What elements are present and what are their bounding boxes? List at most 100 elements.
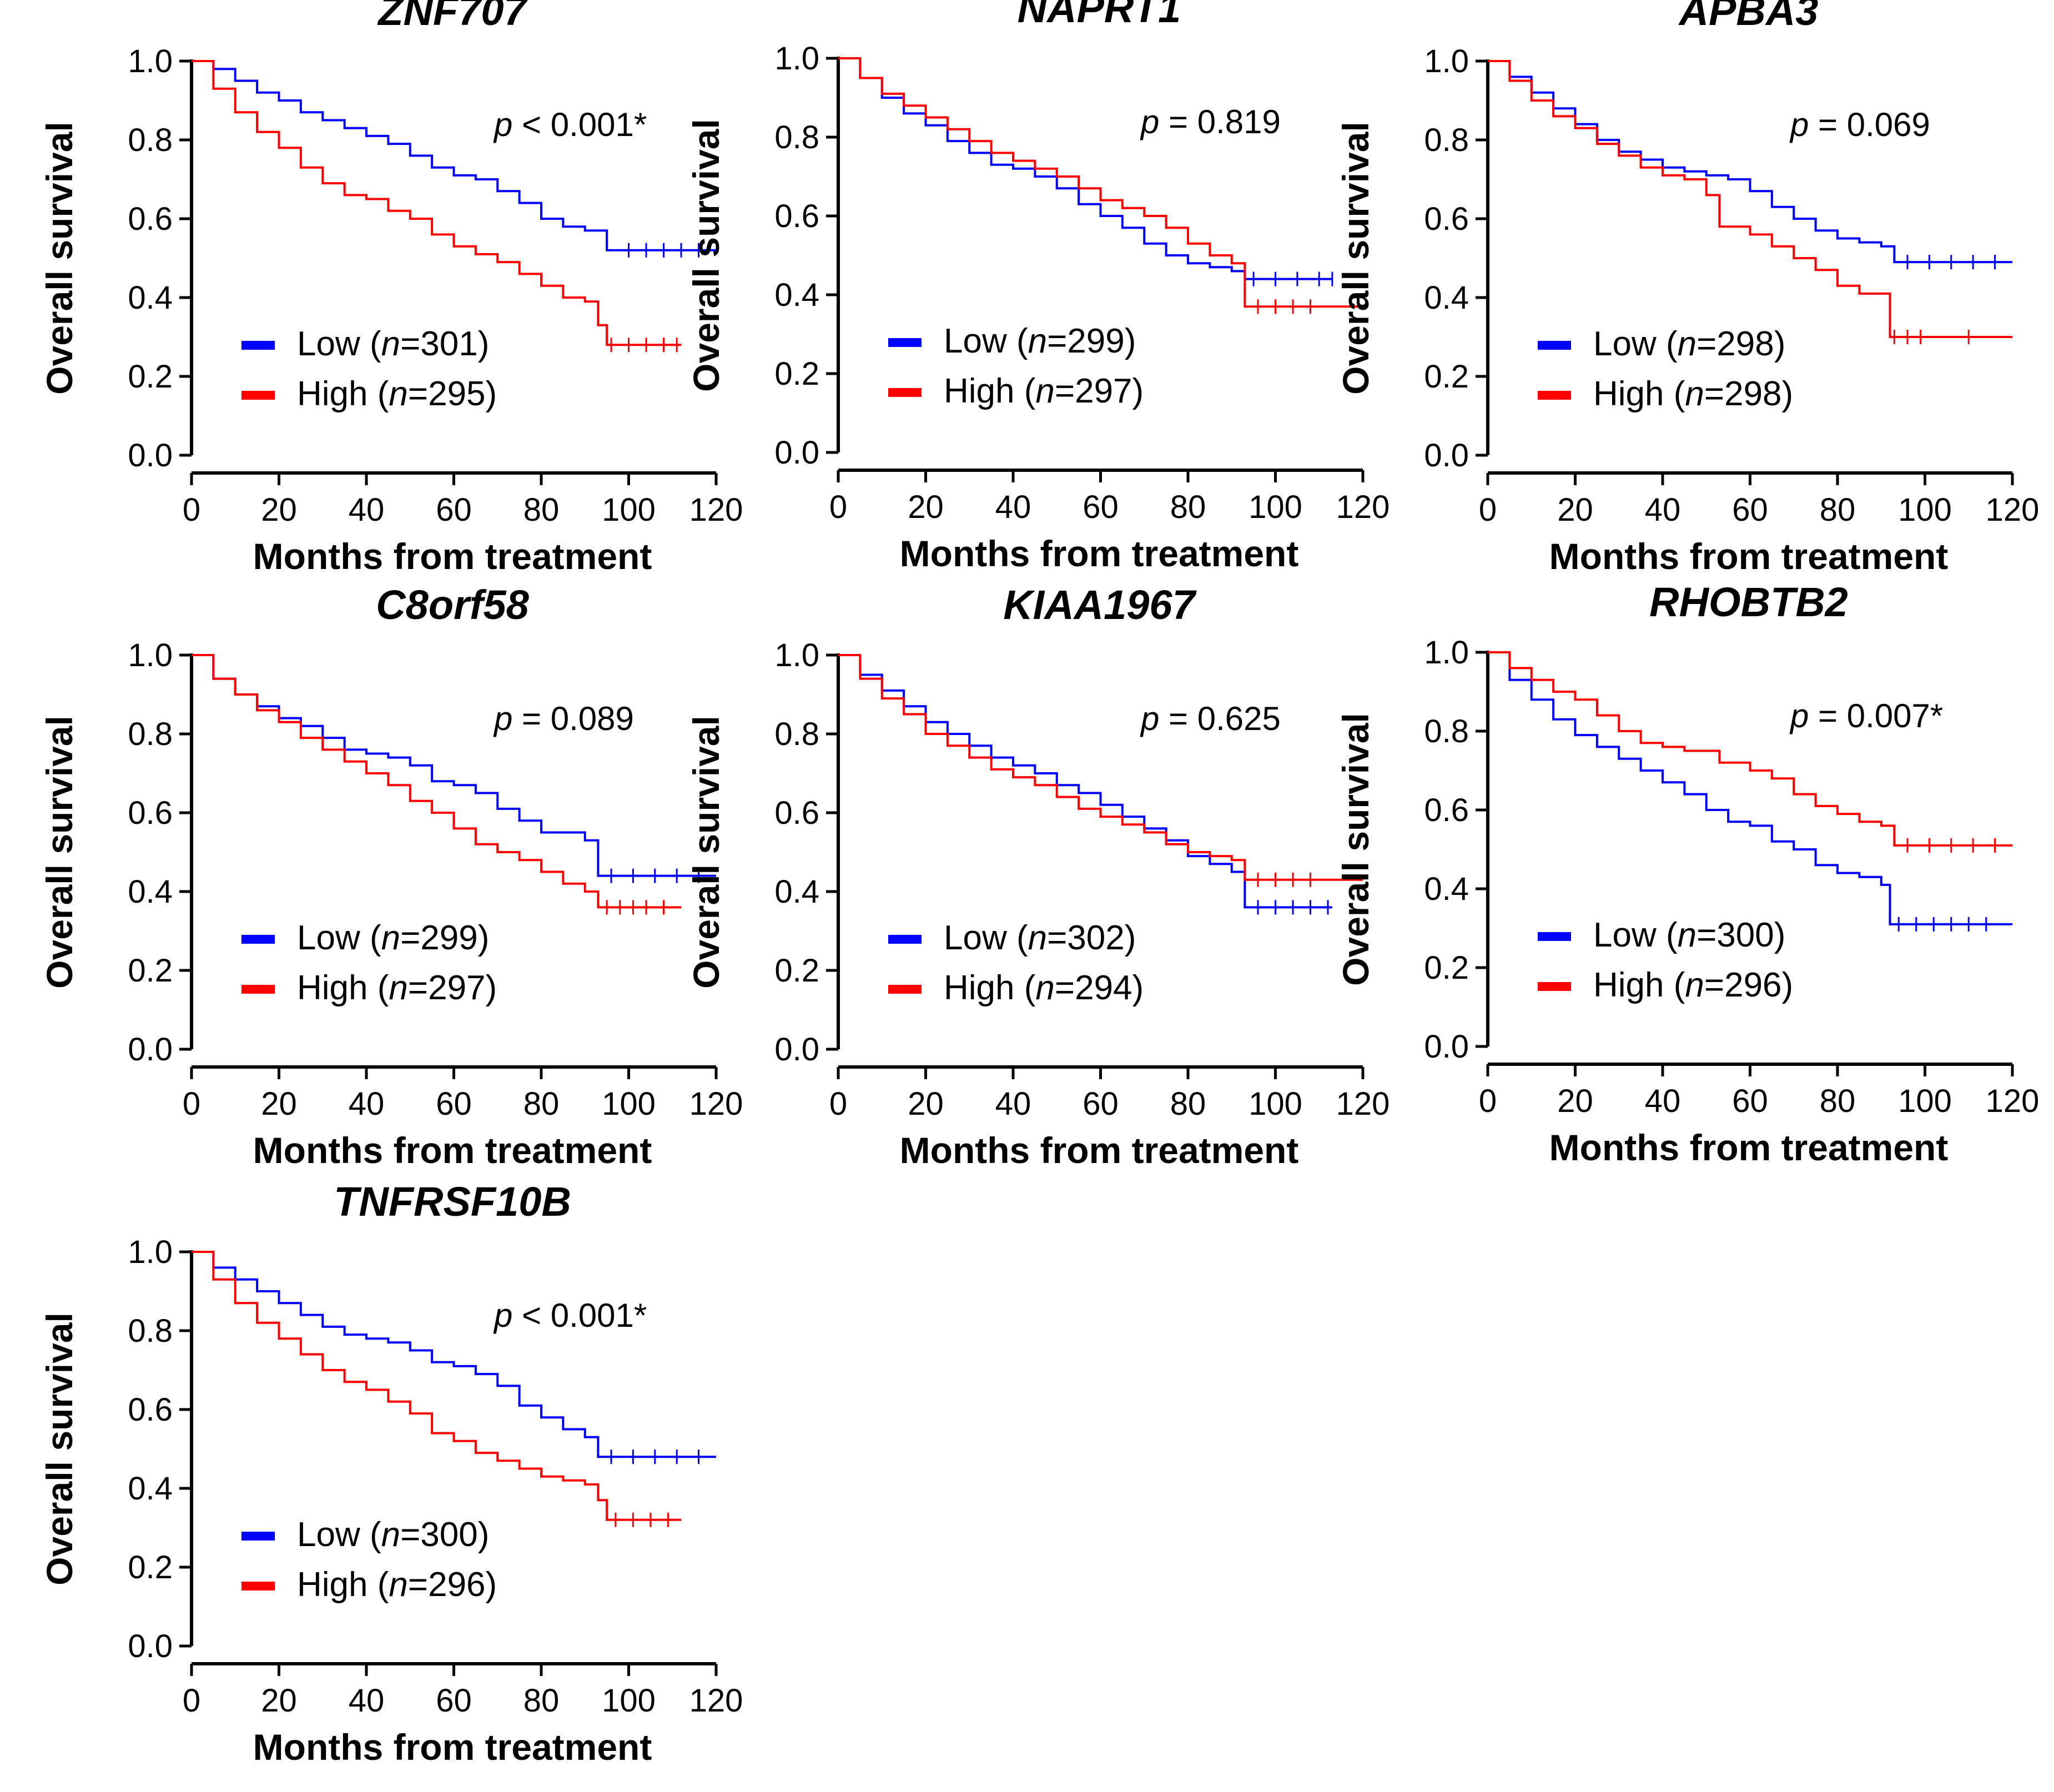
y-tick-label: 0.2 — [128, 953, 173, 989]
x-tick-label: 60 — [1732, 492, 1768, 528]
y-tick-label: 0.6 — [1424, 201, 1469, 237]
p-value-text — [1159, 103, 1169, 140]
y-tick-label: 1.0 — [1424, 635, 1469, 671]
high-survival-curve — [838, 57, 1363, 308]
km-panel-3: C8orf58 0.0 0.2 0.4 0.6 0.8 1.0 0 20 40 60 80 100 120… — [39, 582, 743, 1171]
p-letter: p — [493, 700, 512, 737]
y-tick-label: 0.8 — [128, 1313, 173, 1349]
y-tick-label: 1.0 — [128, 1234, 173, 1270]
y-tick-label: 0.8 — [128, 122, 173, 158]
x-tick-label: 0 — [183, 1683, 200, 1719]
x-tick-label: 40 — [349, 1683, 385, 1719]
high-survival-curve — [192, 654, 681, 909]
y-tick-label: 0.4 — [128, 1471, 173, 1507]
x-tick-label: 40 — [995, 489, 1031, 525]
p-value: p < 0.001* — [493, 1297, 647, 1334]
panel-title: C8orf58 — [376, 582, 529, 628]
x-tick-label: 100 — [602, 1683, 656, 1719]
high-survival-curve — [838, 654, 1363, 881]
km-panel-6: TNFRSF10B 0.0 0.2 0.4 0.6 0.8 1.0 0 20 40 60 80 100 1… — [39, 1179, 743, 1768]
y-tick-label: 0.4 — [774, 874, 819, 910]
p-value: p = 0.819 — [1140, 103, 1281, 140]
x-axis-title: Months from treatment — [253, 1726, 652, 1768]
x-tick-label: 120 — [689, 1683, 743, 1719]
x-tick-label: 0 — [829, 1086, 847, 1122]
x-tick-label: 0 — [1479, 1083, 1497, 1119]
panel-title: NAPRT1 — [1018, 0, 1181, 31]
legend-low-label: Low (n=300) — [297, 1516, 489, 1554]
x-tick-label: 40 — [349, 492, 385, 528]
legend-low-label: Low (n=301) — [297, 325, 489, 363]
legend-low-label: Low (n=302) — [944, 919, 1136, 957]
y-tick-label: 0.4 — [128, 280, 173, 316]
x-tick-label: 100 — [1248, 489, 1302, 525]
x-tick-label: 80 — [1170, 489, 1206, 525]
km-panel-0: ZNF707 0.0 0.2 0.4 0.6 0.8 1.0 0 20 40 60 80 100 120 M… — [39, 0, 743, 577]
panel-title: ZNF707 — [377, 0, 528, 34]
x-tick-label: 0 — [1479, 492, 1497, 528]
p-letter: p — [1789, 697, 1809, 734]
x-tick-label: 60 — [1083, 1086, 1119, 1122]
x-axis-title: Months from treatment — [900, 1130, 1299, 1171]
y-tick-label: 0.0 — [128, 437, 173, 474]
high-survival-curve — [192, 60, 681, 346]
panel-title: RHOBTB2 — [1649, 579, 1848, 625]
y-axis-title: Overall survival — [1335, 713, 1376, 986]
x-tick-label: 40 — [1645, 492, 1681, 528]
p-value-number: = 0.089 — [522, 700, 634, 737]
p-value-number: < 0.001* — [522, 1297, 647, 1334]
x-tick-label: 40 — [349, 1086, 385, 1122]
legend-low-label: Low (n=299) — [297, 919, 489, 957]
y-tick-label: 1.0 — [128, 43, 173, 79]
p-value-number: = 0.069 — [1818, 106, 1930, 143]
x-tick-label: 40 — [1645, 1083, 1681, 1119]
y-tick-label: 0.8 — [1424, 713, 1469, 749]
y-tick-label: 0.6 — [774, 198, 819, 234]
p-value-text — [1809, 106, 1818, 143]
low-survival-curve — [1488, 60, 2012, 264]
x-tick-label: 20 — [908, 1086, 944, 1122]
p-value-text — [512, 700, 522, 737]
y-tick-label: 0.0 — [128, 1628, 173, 1664]
x-tick-label: 20 — [261, 1683, 297, 1719]
legend-high-label: High (n=295) — [297, 375, 497, 413]
p-value: p = 0.007* — [1789, 697, 1943, 734]
y-tick-label: 0.4 — [1424, 871, 1469, 907]
high-survival-curve — [1488, 60, 2012, 338]
low-survival-curve — [192, 654, 716, 877]
x-tick-label: 100 — [602, 492, 656, 528]
km-panel-4: KIAA1967 0.0 0.2 0.4 0.6 0.8 1.0 0 20 40 60 80 100 12… — [686, 582, 1390, 1171]
p-value: p = 0.625 — [1140, 700, 1281, 737]
p-letter: p — [493, 1297, 512, 1334]
x-axis-title: Months from treatment — [900, 533, 1299, 574]
low-survival-curve — [838, 57, 1332, 280]
x-tick-label: 120 — [1336, 489, 1390, 525]
y-tick-label: 0.8 — [128, 716, 173, 752]
x-tick-label: 100 — [1898, 492, 1952, 528]
p-letter: p — [1140, 700, 1159, 737]
y-tick-label: 0.2 — [774, 953, 819, 989]
x-tick-label: 60 — [1083, 489, 1119, 525]
x-tick-label: 100 — [1898, 1083, 1952, 1119]
y-tick-label: 1.0 — [774, 637, 819, 673]
x-tick-label: 20 — [1557, 1083, 1593, 1119]
x-tick-label: 20 — [908, 489, 944, 525]
x-tick-label: 120 — [689, 1086, 743, 1122]
panel-title: KIAA1967 — [1003, 582, 1197, 628]
legend-high-label: High (n=297) — [297, 969, 497, 1007]
x-tick-label: 60 — [436, 1683, 472, 1719]
x-tick-label: 100 — [1248, 1086, 1302, 1122]
x-tick-label: 60 — [436, 1086, 472, 1122]
y-axis-title: Overall survival — [1335, 122, 1376, 395]
legend-high-label: High (n=294) — [944, 969, 1144, 1007]
p-value-number: = 0.625 — [1169, 700, 1281, 737]
high-survival-curve — [1488, 651, 2012, 847]
x-tick-label: 120 — [689, 492, 743, 528]
p-value: p < 0.001* — [493, 106, 647, 143]
legend-high-label: High (n=296) — [297, 1566, 497, 1604]
x-tick-label: 0 — [183, 1086, 200, 1122]
y-axis-title: Overall survival — [39, 1312, 80, 1585]
low-survival-curve — [192, 60, 716, 251]
p-letter: p — [1140, 103, 1159, 140]
